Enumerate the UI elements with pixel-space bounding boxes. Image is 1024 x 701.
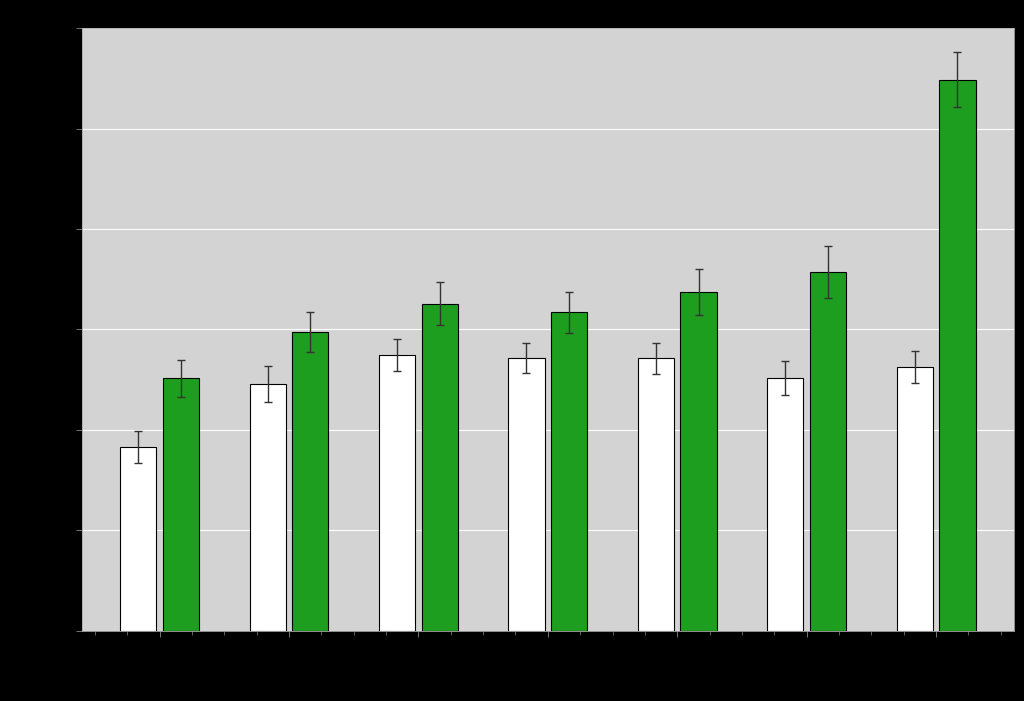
Bar: [250, 384, 286, 631]
Bar: [120, 447, 157, 631]
Bar: [810, 272, 846, 631]
Bar: [897, 367, 933, 631]
Bar: [551, 312, 588, 631]
Bar: [508, 358, 545, 631]
Bar: [767, 379, 804, 631]
Bar: [379, 355, 415, 631]
Bar: [638, 358, 674, 631]
Bar: [292, 332, 329, 631]
Bar: [422, 304, 458, 631]
Bar: [939, 80, 976, 631]
Bar: [163, 379, 199, 631]
Bar: [681, 292, 717, 631]
